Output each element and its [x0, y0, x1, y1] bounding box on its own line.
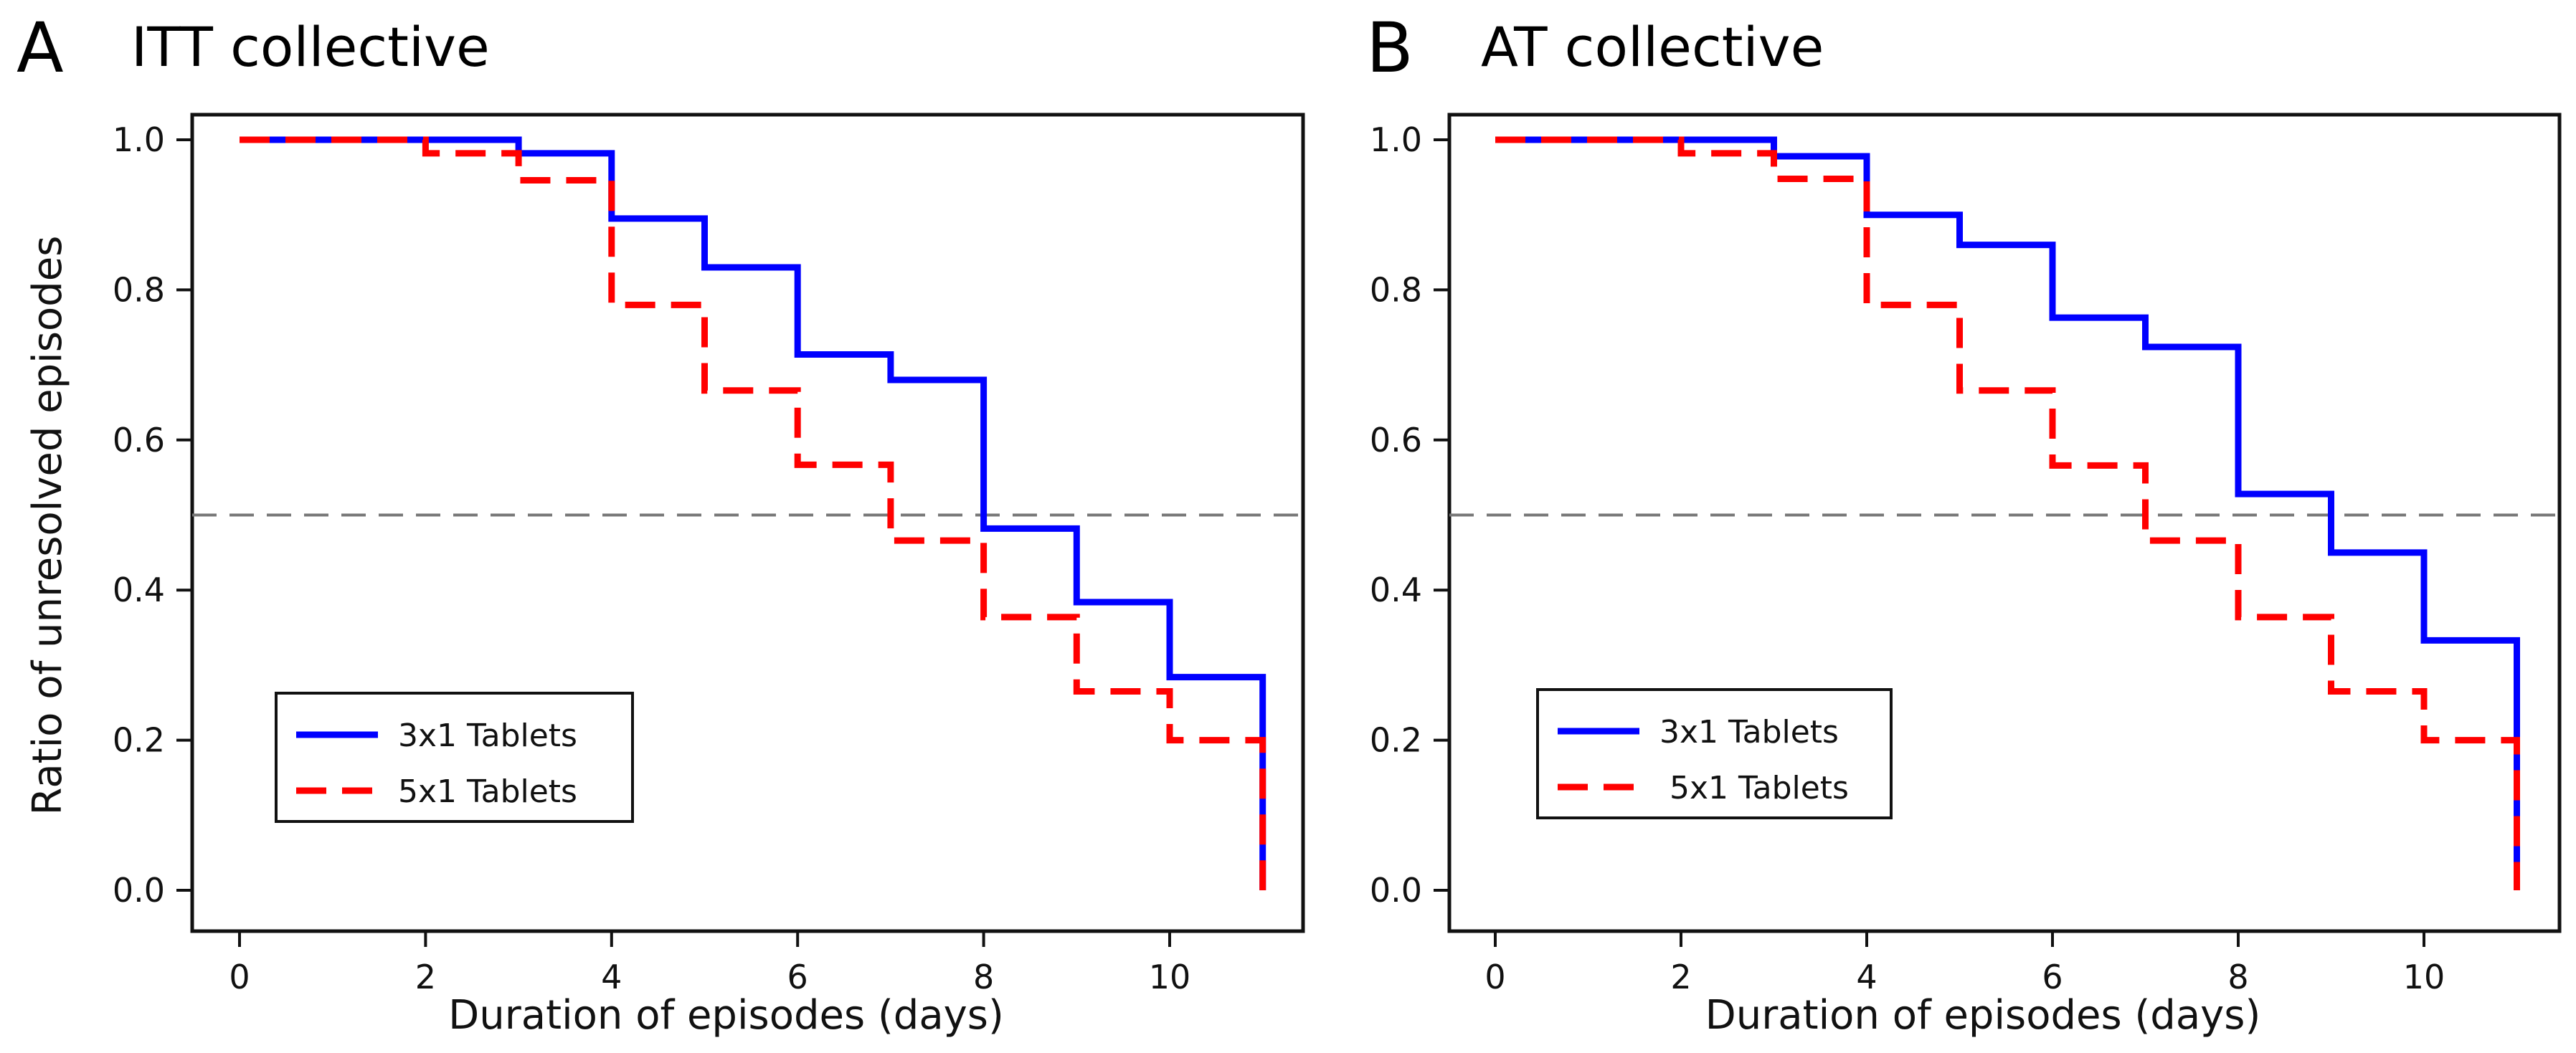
series-line-3x1-tablets — [1495, 136, 2520, 890]
panel-letter: B — [1366, 8, 1414, 88]
y-tick-label: 0.6 — [1370, 421, 1422, 459]
series-line-5x1-tablets — [1495, 136, 2520, 890]
series-line-3x1-tablets — [240, 136, 1266, 890]
x-tick-label: 2 — [1670, 958, 1691, 996]
y-tick-label: 0.0 — [1370, 871, 1422, 910]
y-tick-label: 0.4 — [1370, 571, 1422, 609]
y-tick-label: 0.2 — [1370, 721, 1422, 760]
x-axis-label: Duration of episodes (days) — [1705, 992, 2261, 1039]
legend-label: 3x1 Tablets — [1659, 714, 1839, 751]
x-tick-label: 4 — [601, 958, 622, 996]
x-tick-label: 6 — [787, 958, 808, 996]
y-tick-label: 0.2 — [113, 721, 165, 760]
y-tick-label: 1.0 — [113, 120, 165, 159]
chart-title: ITT collective — [131, 15, 490, 79]
y-tick-label: 0.8 — [113, 270, 165, 309]
y-tick-label: 0.6 — [113, 421, 165, 459]
x-tick-label: 10 — [1149, 958, 1191, 996]
legend: 3x1 Tablets 5x1 Tablets — [1536, 688, 1893, 819]
legend-label: 5x1 Tablets — [398, 773, 577, 810]
x-tick-label: 6 — [2042, 958, 2063, 996]
x-tick-label: 2 — [415, 958, 436, 996]
y-axis-label: Ratio of unresolved episodes — [24, 236, 71, 816]
y-tick-label: 0.8 — [1370, 270, 1422, 309]
plot-frame — [190, 113, 1305, 933]
plot-frame — [1447, 113, 2562, 933]
legend-frame — [1536, 688, 1893, 819]
panel-a: A ITT collective 0 2 4 6 8 10 0.0 0.2 0.4 0.6 0.8 1.0… — [16, 8, 1305, 1039]
x-tick-label: 8 — [973, 958, 994, 996]
x-tick-label: 0 — [1484, 958, 1505, 996]
x-tick-label: 0 — [229, 958, 250, 996]
y-tick-label: 1.0 — [1370, 120, 1422, 159]
series-line-5x1-tablets — [240, 136, 1266, 890]
x-tick-label: 10 — [2403, 958, 2445, 996]
y-tick-label: 0.0 — [113, 871, 165, 910]
x-axis-label: Duration of episodes (days) — [448, 992, 1004, 1039]
legend-label: 3x1 Tablets — [398, 718, 577, 754]
y-tick-label: 0.4 — [113, 571, 165, 609]
legend: 3x1 Tablets 5x1 Tablets — [275, 692, 634, 823]
x-tick-label: 4 — [1856, 958, 1877, 996]
panel-letter: A — [16, 8, 64, 88]
panel-b: B AT collective 0 2 4 6 8 10 0.0 0.2 0.4 0.6 0.8 1.0 D… — [1366, 8, 2562, 1039]
legend-frame — [275, 692, 634, 823]
legend-label: 5x1 Tablets — [1670, 770, 1849, 806]
chart-title: AT collective — [1481, 15, 1824, 79]
x-tick-label: 8 — [2227, 958, 2248, 996]
